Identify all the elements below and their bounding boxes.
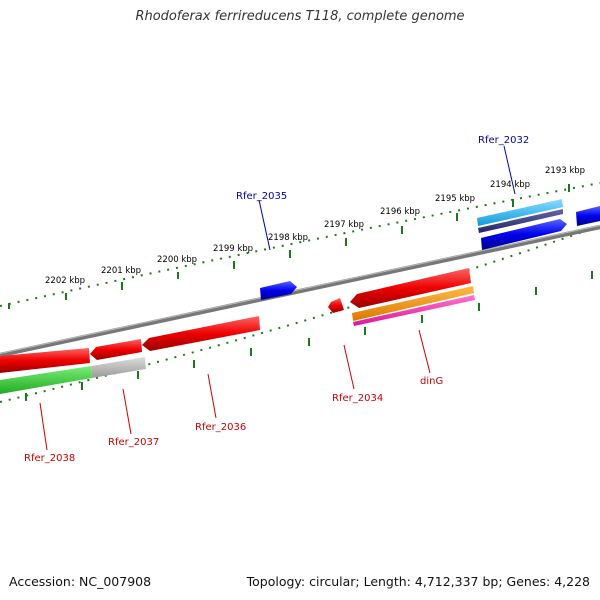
genome-backbone-highlight bbox=[0, 225, 600, 354]
gene-feature-red[interactable] bbox=[350, 268, 471, 308]
gene-feature-magenta[interactable] bbox=[353, 295, 475, 326]
tick-label: 2201 kbp bbox=[101, 266, 141, 276]
gene-label-leaders bbox=[39, 145, 516, 451]
gene-feature-blue[interactable] bbox=[481, 219, 567, 250]
gene-label: Rfer_2034 bbox=[332, 393, 383, 404]
gene-feature-red[interactable] bbox=[90, 339, 142, 360]
gene-feature-red[interactable] bbox=[328, 298, 344, 313]
genome-backbone bbox=[0, 224, 600, 358]
accession-text: Accession: NC_007908 bbox=[9, 574, 152, 589]
lower-major-ticks bbox=[25, 271, 593, 401]
tick-label: 2194 kbp bbox=[490, 180, 530, 190]
tick-label: 2199 kbp bbox=[213, 244, 253, 254]
gene-feature-red[interactable] bbox=[0, 348, 90, 373]
tick-label: 2200 kbp bbox=[157, 255, 197, 265]
gene-label: Rfer_2037 bbox=[108, 437, 159, 448]
tick-label: 2202 kbp bbox=[45, 276, 85, 286]
gene-feature-gray[interactable] bbox=[91, 357, 146, 378]
topology-summary: Topology: circular; Length: 4,712,337 bp… bbox=[246, 574, 590, 589]
gene-feature-cyan[interactable] bbox=[477, 199, 563, 226]
tick-label: 2193 kbp bbox=[545, 166, 585, 176]
gene-feature-green[interactable] bbox=[0, 366, 92, 394]
gene-feature-blue[interactable] bbox=[260, 281, 297, 300]
gene-label: dinG bbox=[420, 376, 443, 387]
gene-label: Rfer_2038 bbox=[24, 453, 75, 464]
tick-label: 2195 kbp bbox=[435, 194, 475, 204]
tick-label: 2197 kbp bbox=[324, 220, 364, 230]
map-title: Rhodoferax ferrireducens T118, complete … bbox=[135, 9, 465, 24]
gene-feature-blue[interactable] bbox=[576, 206, 600, 226]
gene-label: Rfer_2032 bbox=[478, 135, 529, 146]
gene-feature-red[interactable] bbox=[142, 316, 260, 351]
gene-feature-orange[interactable] bbox=[352, 286, 474, 321]
tick-label: 2198 kbp bbox=[268, 233, 308, 243]
gene-label: Rfer_2035 bbox=[236, 191, 287, 202]
upper-major-ticks bbox=[8, 184, 570, 309]
gene-label: Rfer_2036 bbox=[195, 422, 246, 433]
gene-feature-navy[interactable] bbox=[478, 209, 563, 233]
upper-tick-ring bbox=[0, 182, 600, 307]
tick-label: 2196 kbp bbox=[380, 207, 420, 217]
